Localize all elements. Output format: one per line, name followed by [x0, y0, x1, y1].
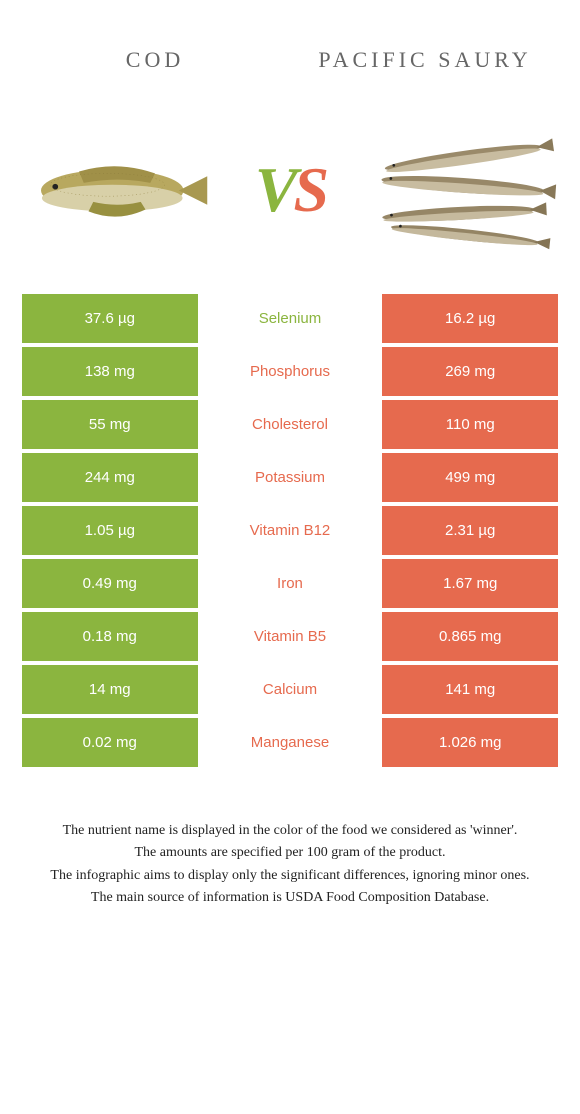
table-row: 138 mgPhosphorus269 mg — [22, 347, 558, 396]
right-value: 1.026 mg — [382, 718, 558, 767]
footer-line-1: The nutrient name is displayed in the co… — [30, 821, 550, 841]
left-value: 0.18 mg — [22, 612, 198, 661]
nutrient-label: Potassium — [200, 453, 381, 502]
table-row: 0.18 mgVitamin B50.865 mg — [22, 612, 558, 661]
nutrient-label: Iron — [200, 559, 381, 608]
nutrient-label: Calcium — [200, 665, 381, 714]
nutrient-label: Manganese — [200, 718, 381, 767]
table-row: 55 mgCholesterol110 mg — [22, 400, 558, 449]
right-value: 2.31 µg — [382, 506, 558, 555]
nutrient-table: 37.6 µgSelenium16.2 µg138 mgPhosphorus26… — [20, 290, 560, 771]
left-value: 37.6 µg — [22, 294, 198, 343]
right-value: 141 mg — [382, 665, 558, 714]
footer-line-2: The amounts are specified per 100 gram o… — [30, 843, 550, 863]
right-value: 499 mg — [382, 453, 558, 502]
left-value: 0.02 mg — [22, 718, 198, 767]
table-row: 1.05 µgVitamin B122.31 µg — [22, 506, 558, 555]
left-value: 244 mg — [22, 453, 198, 502]
images-row: VS — [20, 110, 560, 270]
footer-notes: The nutrient name is displayed in the co… — [20, 821, 560, 908]
left-value: 55 mg — [22, 400, 198, 449]
vs-label: VS — [255, 153, 325, 227]
right-value: 269 mg — [382, 347, 558, 396]
vs-s: S — [294, 154, 326, 225]
nutrient-label: Vitamin B5 — [200, 612, 381, 661]
footer-line-4: The main source of information is USDA F… — [30, 888, 550, 908]
right-value: 110 mg — [382, 400, 558, 449]
left-title: Cod — [47, 47, 263, 73]
table-row: 37.6 µgSelenium16.2 µg — [22, 294, 558, 343]
nutrient-label: Vitamin B12 — [200, 506, 381, 555]
right-value: 0.865 mg — [382, 612, 558, 661]
table-row: 0.49 mgIron1.67 mg — [22, 559, 558, 608]
right-value: 16.2 µg — [382, 294, 558, 343]
table-row: 0.02 mgManganese1.026 mg — [22, 718, 558, 767]
left-value: 0.49 mg — [22, 559, 198, 608]
right-title: Pacific saury — [317, 47, 533, 73]
footer-line-3: The infographic aims to display only the… — [30, 866, 550, 886]
header-row: Cod Pacific saury — [20, 20, 560, 100]
right-value: 1.67 mg — [382, 559, 558, 608]
vs-v: V — [255, 154, 294, 225]
left-value: 138 mg — [22, 347, 198, 396]
table-row: 14 mgCalcium141 mg — [22, 665, 558, 714]
left-value: 1.05 µg — [22, 506, 198, 555]
table-row: 244 mgPotassium499 mg — [22, 453, 558, 502]
nutrient-label: Selenium — [200, 294, 381, 343]
saury-image — [366, 110, 560, 270]
nutrient-label: Cholesterol — [200, 400, 381, 449]
cod-image — [20, 110, 214, 270]
left-value: 14 mg — [22, 665, 198, 714]
nutrient-label: Phosphorus — [200, 347, 381, 396]
